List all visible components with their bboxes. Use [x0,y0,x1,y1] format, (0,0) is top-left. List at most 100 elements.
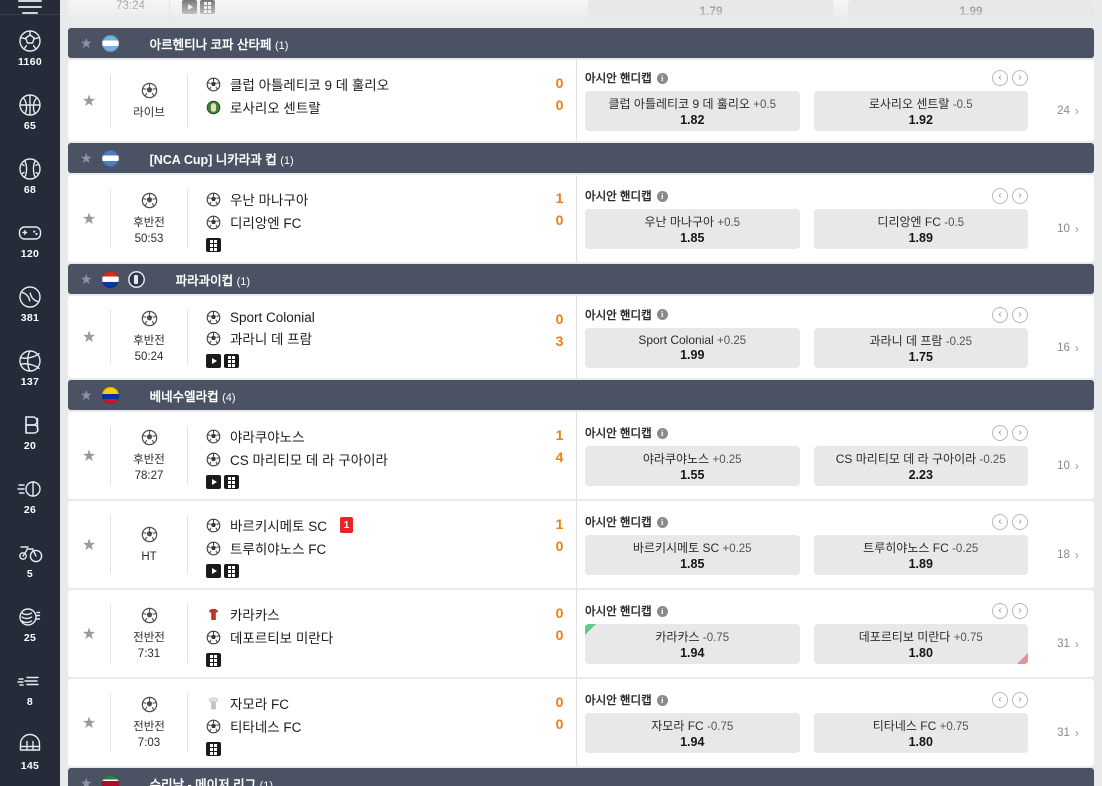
lineup-grid-icon[interactable] [224,564,239,578]
sidebar-sport-baseball[interactable]: 68 [0,143,60,207]
favorite-star-icon[interactable]: ★ [81,92,97,110]
sidebar-sport-count: 68 [23,183,37,196]
sidebar-sport-cricket[interactable]: 26 [0,463,60,527]
lineup-grid-icon[interactable] [206,238,221,252]
odds-prev-button[interactable]: ‹ [992,306,1008,323]
league-header[interactable]: ★ 베네수엘라컵 (4) [68,380,1094,410]
more-markets-button[interactable]: 10 › [1042,459,1094,473]
odd-cell[interactable]: 우난 마나구아 +0.5 1.85 [585,209,800,249]
sidebar-sport-tennis[interactable]: 381 [0,271,60,335]
sidebar-sport-basketball[interactable]: 65 [0,79,60,143]
favorite-star-icon[interactable]: ★ [80,271,93,287]
odd-cell[interactable]: 바르키시메토 SC +0.25 1.85 [585,535,800,575]
sidebar-sport-soccer[interactable]: 1160 [0,15,60,79]
league-header[interactable]: ★ 아르헨티나 코파 산타페 (1) [68,28,1094,58]
info-icon[interactable]: i [656,605,668,617]
more-markets-button[interactable]: 31 › [1042,637,1094,651]
info-icon[interactable]: i [656,309,668,320]
odd-cell[interactable]: Sport Colonial +0.25 1.99 [585,327,800,368]
info-icon[interactable]: i [656,72,668,84]
play-icon[interactable] [206,475,221,489]
info-icon[interactable]: i [656,190,668,202]
odd-cell[interactable]: 데포르티보 미란다 +0.75 1.80 [813,624,1028,664]
league-header[interactable]: ★ 파라과이컵 (1) [68,264,1094,294]
match-row[interactable]: ★ 후반전 50:53 우난 마나구아 [68,175,1094,262]
odds-next-button[interactable]: › [1012,514,1028,530]
sidebar-sport-ice-hockey[interactable]: 145 [0,719,60,783]
league-header[interactable]: ★ 수리남 - 메이저 리그 (1) [68,768,1094,786]
sidebar-sport-count: 145 [20,759,40,772]
info-icon[interactable]: i [656,694,668,706]
odd-cell[interactable]: CS 마리티모 데 라 구아이라 -0.25 2.23 [813,446,1028,486]
odds-next-button[interactable]: › [1012,70,1028,86]
odd-cell[interactable]: 카라카스 -0.75 1.94 [585,624,800,664]
odd-cell[interactable]: 클럽 아틀레티코 9 데 훌리오 +0.5 1.82 [585,91,800,131]
odds-next-button[interactable]: › [1012,692,1028,708]
odds-next-button[interactable]: › [1012,188,1028,204]
favorite-star-icon[interactable]: ★ [81,210,97,228]
odd-cell[interactable]: 과라니 데 프람 -0.25 1.75 [813,327,1028,368]
odds-next-button[interactable]: › [1012,306,1028,323]
sidebar-sport-cycling[interactable]: 5 [0,527,60,591]
odd-value: 1.85 [680,557,705,571]
home-team-logo-icon [206,696,221,711]
odds-prev-button[interactable]: ‹ [992,188,1008,204]
match-clock: 50:53 [134,232,164,245]
sidebar-sport-esports[interactable]: 120 [0,207,60,271]
match-row[interactable]: ★ 라이브 클럽 아틀레티코 9 데 훌 [68,60,1094,141]
more-markets-button[interactable]: 31 › [1042,726,1094,740]
sidebar-sport-motorsport[interactable]: 8 [0,655,60,719]
odds-cells: 야라쿠야노스 +0.25 1.55 CS 마리티모 데 라 구아이라 -0.25… [585,446,1094,486]
favorite-star-icon[interactable]: ★ [81,625,97,643]
odds-prev-button[interactable]: ‹ [992,514,1008,530]
more-markets-button[interactable]: 24 › [1042,104,1094,118]
odds-nav: ‹ › [992,306,1094,323]
odd-value: 1.92 [908,113,933,127]
odds-next-button[interactable]: › [1012,603,1028,619]
leagues-container: ★ 아르헨티나 코파 산타페 (1) ★ 라이브 [68,28,1094,786]
favorite-star-icon[interactable]: ★ [81,329,97,346]
play-icon[interactable] [206,354,221,368]
hamburger-icon[interactable] [0,0,60,15]
match-scroller[interactable]: 73:24 1.79 1.99 ★ 아르헨티 [60,0,1102,786]
favorite-star-icon[interactable]: ★ [80,150,93,166]
odd-cell[interactable]: 야라쿠야노스 +0.25 1.55 [585,446,800,486]
lineup-grid-icon[interactable] [206,742,221,756]
odds-prev-button[interactable]: ‹ [992,70,1008,86]
odds-next-button[interactable]: › [1012,425,1028,441]
favorite-star-icon[interactable]: ★ [81,447,97,465]
lineup-grid-icon[interactable] [224,475,239,489]
favorite-star-icon[interactable]: ★ [81,536,97,554]
match-scores: 0 0 [543,590,577,677]
sidebar-sport-handball[interactable]: 20 [0,399,60,463]
match-row[interactable]: ★ 후반전 50:24 Sport Col [68,296,1094,378]
odds-prev-button[interactable]: ‹ [992,692,1008,708]
odd-cell[interactable]: 로사리오 센트랄 -0.5 1.92 [813,91,1028,131]
more-markets-button[interactable]: 16 › [1042,341,1094,355]
odds-prev-button[interactable]: ‹ [992,603,1008,619]
sidebar-sport-boxing[interactable]: 25 [0,591,60,655]
match-row[interactable]: ★ 전반전 7:31 카라카스 [68,590,1094,677]
info-icon[interactable]: i [656,516,668,528]
odd-cell[interactable]: 티타네스 FC +0.75 1.80 [813,713,1028,753]
info-icon[interactable]: i [656,427,668,439]
chevron-right-icon: › [1074,222,1079,236]
odds-prev-button[interactable]: ‹ [992,425,1008,441]
play-icon[interactable] [206,564,221,578]
odd-cell[interactable]: 트루히야노스 FC -0.25 1.89 [813,535,1028,575]
match-row[interactable]: ★ 후반전 78:27 야라쿠야노스 [68,412,1094,499]
sidebar-sport-volleyball[interactable]: 137 [0,335,60,399]
favorite-star-icon[interactable]: ★ [80,35,93,51]
lineup-grid-icon[interactable] [224,354,239,368]
odd-cell[interactable]: 디리앙엔 FC -0.5 1.89 [813,209,1028,249]
favorite-star-icon[interactable]: ★ [81,714,97,732]
match-row[interactable]: ★ HT 바르키시메토 SC [68,501,1094,588]
match-row[interactable]: ★ 전반전 7:03 자모라 FC [68,679,1094,766]
more-markets-button[interactable]: 10 › [1042,222,1094,236]
odd-cell[interactable]: 자모라 FC -0.75 1.94 [585,713,800,753]
more-markets-button[interactable]: 18 › [1042,548,1094,562]
favorite-star-icon[interactable]: ★ [80,387,93,403]
favorite-star-icon[interactable]: ★ [80,775,93,786]
league-header[interactable]: ★ [NCA Cup] 니카라과 컵 (1) [68,143,1094,173]
lineup-grid-icon[interactable] [206,653,221,667]
